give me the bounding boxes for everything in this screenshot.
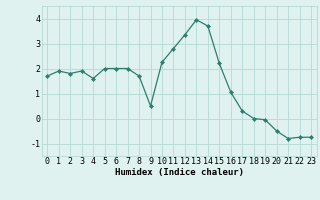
- X-axis label: Humidex (Indice chaleur): Humidex (Indice chaleur): [115, 168, 244, 177]
